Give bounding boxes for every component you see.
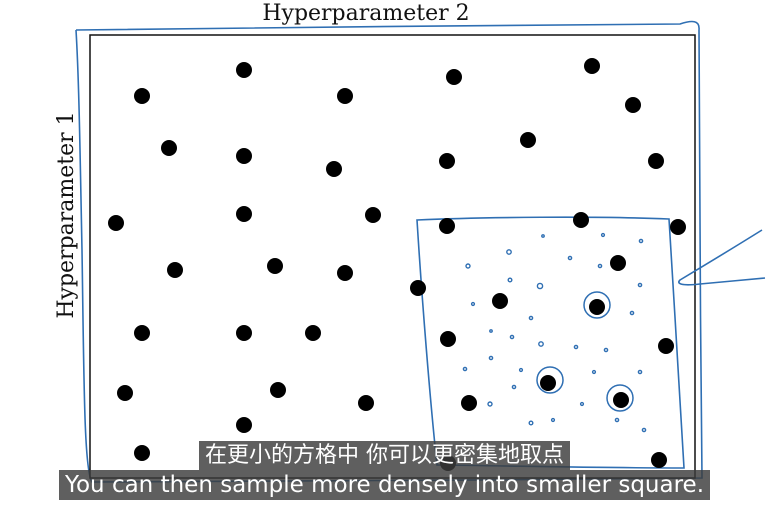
sample-point	[584, 58, 600, 74]
sample-point	[134, 445, 150, 461]
sample-point	[134, 325, 150, 341]
subtitle-chinese-text: 在更小的方格中 你可以更密集地取点	[199, 441, 570, 470]
sample-point	[236, 325, 252, 341]
sample-point	[439, 153, 455, 169]
sample-point	[573, 212, 589, 228]
fine-sample-mark	[465, 263, 471, 269]
subtitle-chinese: 在更小的方格中 你可以更密集地取点	[0, 437, 769, 470]
pointer-arrow	[678, 229, 766, 286]
sample-point	[267, 258, 283, 274]
sample-point	[270, 382, 286, 398]
subtitle-english-text: You can then sample more densely into sm…	[58, 470, 711, 500]
fine-sample-mark	[541, 234, 545, 238]
sample-point	[520, 132, 536, 148]
highlight-ring	[606, 384, 634, 412]
fine-sample-mark	[462, 366, 468, 372]
sample-point	[540, 375, 556, 391]
sample-point	[358, 395, 374, 411]
fine-sample-mark	[528, 420, 534, 426]
y-axis-label: Hyperparameter 1	[54, 111, 79, 318]
subtitle-english: You can then sample more densely into sm…	[0, 470, 769, 500]
sample-point	[337, 265, 353, 281]
fine-sample-mark	[637, 369, 643, 375]
fine-sample-mark	[488, 355, 494, 361]
search-space-frame	[89, 34, 696, 479]
fine-sample-mark	[603, 347, 609, 353]
sample-point	[625, 97, 641, 113]
fine-sample-mark	[597, 263, 603, 269]
sample-point	[305, 325, 321, 341]
fine-sample-mark	[538, 341, 544, 347]
x-axis-label: Hyperparameter 2	[262, 1, 469, 26]
fine-sample-mark	[567, 255, 573, 261]
fine-sample-mark	[506, 249, 512, 255]
sample-point	[161, 140, 177, 156]
fine-sample-mark	[509, 334, 515, 340]
sample-point	[651, 452, 667, 468]
sample-point	[236, 148, 252, 164]
fine-sample-mark	[591, 369, 597, 375]
fine-sample-mark	[600, 232, 606, 238]
sample-point	[440, 331, 456, 347]
highlighted-points	[536, 291, 634, 412]
fine-sample-mark	[550, 417, 556, 423]
fine-sample-mark	[489, 329, 493, 333]
fine-sample-mark	[638, 238, 644, 244]
sample-point	[236, 417, 252, 433]
sample-point	[167, 262, 183, 278]
outer-sketch-outline	[75, 20, 703, 483]
sample-point	[461, 395, 477, 411]
fine-sample-mark	[487, 401, 493, 407]
zoom-square-outline	[416, 216, 685, 469]
coarse-sample-points	[108, 58, 686, 471]
sample-point	[326, 161, 342, 177]
sample-point	[446, 69, 462, 85]
fine-sample-mark	[573, 344, 579, 350]
sample-point	[610, 255, 626, 271]
fine-sample-mark	[528, 315, 534, 321]
fine-sample-mark	[518, 367, 524, 373]
fine-sample-mark	[507, 277, 513, 283]
sample-point	[658, 338, 674, 354]
sample-point	[337, 88, 353, 104]
sample-point	[365, 207, 381, 223]
fine-sample-mark	[629, 310, 635, 316]
fine-sample-mark	[536, 282, 544, 290]
fine-sample-mark	[579, 401, 585, 407]
fine-sample-mark	[511, 384, 517, 390]
sample-point	[589, 299, 605, 315]
sample-point	[670, 219, 686, 235]
sample-point	[410, 280, 426, 296]
sample-point	[648, 153, 664, 169]
fine-sample-mark	[637, 282, 643, 288]
fine-sample-mark	[641, 427, 647, 433]
sample-point	[117, 385, 133, 401]
sample-point	[236, 206, 252, 222]
highlight-ring	[536, 366, 564, 394]
sample-point	[236, 62, 252, 78]
highlight-ring	[583, 291, 611, 319]
sample-point	[439, 218, 455, 234]
fine-sample-points	[462, 232, 647, 433]
sample-point	[134, 88, 150, 104]
fine-sample-mark	[614, 417, 620, 423]
fine-sample-mark	[470, 301, 476, 307]
sample-point	[492, 293, 508, 309]
sample-point	[613, 392, 629, 408]
sample-point	[108, 215, 124, 231]
